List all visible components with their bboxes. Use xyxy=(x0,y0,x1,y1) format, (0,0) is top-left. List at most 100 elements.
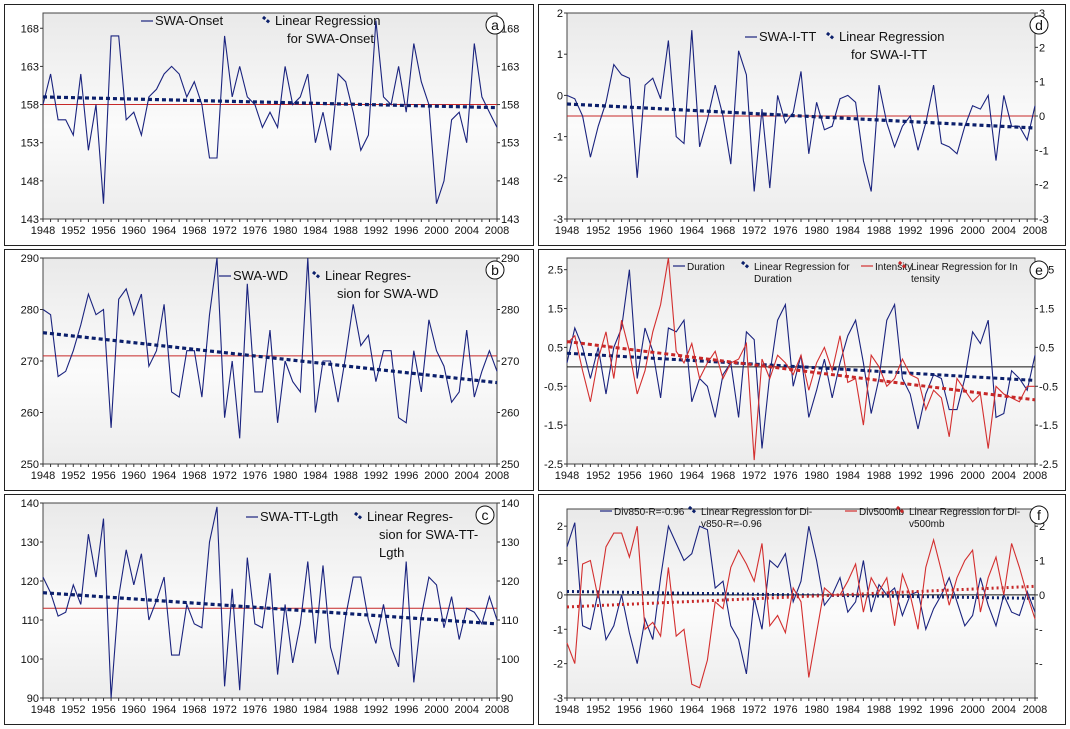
right-y-tick-label: -1.5 xyxy=(1039,420,1058,432)
x-tick-label: 1960 xyxy=(648,704,672,716)
x-tick-label: 1960 xyxy=(122,470,146,482)
x-tick-label: 1976 xyxy=(243,470,267,482)
panel-badge-label: f xyxy=(1037,507,1041,523)
x-tick-label: 2000 xyxy=(960,225,984,237)
legend-swatch xyxy=(354,511,363,521)
x-tick-label: 1964 xyxy=(680,704,704,716)
chart-panel-e: -2.5 -1.5 -0.5 0.5 1.5 2.5 -2.5 -1.5 -0.5 0.5 1.5 2… xyxy=(538,249,1066,491)
legend-swatch xyxy=(741,260,750,270)
legend-label: sion for SWA-WD xyxy=(337,286,438,301)
y-tick-label: 2.5 xyxy=(548,265,563,277)
legend-item-1: Linear Regres-sion for SWA-WD xyxy=(312,268,438,301)
legend-swatch xyxy=(896,505,905,515)
x-tick-label: 1984 xyxy=(303,704,327,716)
legend-item-3: Linear Regression for Di-v500mb xyxy=(896,505,1020,530)
x-tick-label: 1952 xyxy=(586,225,610,237)
legend-label: Intensity xyxy=(875,262,912,273)
plot-area xyxy=(42,257,498,465)
legend-item-2: Div500mb xyxy=(845,507,904,518)
x-tick-label: 1992 xyxy=(364,470,388,482)
x-tick-label: 1956 xyxy=(617,225,641,237)
chart-svg-d: -3 -2 -1 0 1 2 -3 -2 -1 0 1 2 3 1948 1952 1956 1960 1964 1… xyxy=(553,8,1049,237)
x-tick-label: 2008 xyxy=(485,225,509,237)
right-y-tick-label: 0 xyxy=(1039,590,1045,602)
y-tick-label: 250 xyxy=(21,459,39,471)
x-tick-label: 1968 xyxy=(711,225,735,237)
x-tick-label: 2000 xyxy=(424,225,448,237)
x-tick-label: 1980 xyxy=(273,225,297,237)
y-tick-label: 1.5 xyxy=(548,304,563,316)
trend-line-1 xyxy=(42,331,498,385)
x-tick-label: 1968 xyxy=(182,225,206,237)
panel-badge: c xyxy=(475,505,495,525)
chart-panel-b: 250 260 270 280 290 250 260 270 280 290 1948 1952 19… xyxy=(4,249,534,491)
y-tick-label: -3 xyxy=(553,214,563,226)
x-tick-label: 1976 xyxy=(243,704,267,716)
right-y-tick-label: 120 xyxy=(501,576,519,588)
legend-item-1: Linear Regression for SWA-Onset xyxy=(262,13,381,46)
x-tick-label: 1964 xyxy=(680,470,704,482)
y-tick-label: 148 xyxy=(21,176,39,188)
x-tick-label: 1952 xyxy=(61,704,85,716)
x-tick-label: 1988 xyxy=(333,225,357,237)
right-y-tick-label: 1.5 xyxy=(1039,304,1054,316)
right-y-tick-label: 2 xyxy=(1039,42,1045,54)
x-tick-label: 1988 xyxy=(867,225,891,237)
legend-label: Duration xyxy=(687,262,725,273)
x-tick-label: 1960 xyxy=(122,225,146,237)
x-tick-label: 2004 xyxy=(992,470,1016,482)
trend-line-1 xyxy=(566,589,1036,600)
y-tick-label: 153 xyxy=(21,138,39,150)
x-tick-label: 1968 xyxy=(182,704,206,716)
y-tick-label: -0.5 xyxy=(544,381,563,393)
x-tick-label: 1972 xyxy=(212,704,236,716)
x-tick-label: 1956 xyxy=(91,704,115,716)
right-y-tick-label: -3 xyxy=(1039,214,1049,226)
series-line-0 xyxy=(42,506,498,699)
y-tick-label: 280 xyxy=(21,305,39,317)
x-tick-label: 1964 xyxy=(152,470,176,482)
right-y-tick-label: 153 xyxy=(501,138,519,150)
x-tick-label: 2008 xyxy=(485,470,509,482)
legend-item-0: SWA-Onset xyxy=(141,13,224,28)
y-tick-label: 0 xyxy=(557,590,563,602)
legend-item-0: SWA-I-TT xyxy=(745,29,816,44)
y-tick-label: 90 xyxy=(27,693,39,705)
chart-panel-a: 143 148 153 158 163 168 143 148 153 158 163 168 1948… xyxy=(4,4,534,246)
legend-label: Linear Regression for xyxy=(754,262,850,273)
x-tick-label: 1984 xyxy=(836,470,860,482)
right-y-tick-label: 270 xyxy=(501,356,519,368)
right-y-tick-label: 140 xyxy=(501,498,519,510)
right-y-tick-label: 2 xyxy=(1039,521,1045,533)
right-y-tick-label: 0 xyxy=(1039,111,1045,123)
legend-label: for SWA-Onset xyxy=(287,31,374,46)
x-tick-label: 1992 xyxy=(898,470,922,482)
x-tick-label: 1968 xyxy=(711,704,735,716)
panel-badge-label: b xyxy=(491,262,499,278)
legend-swatch xyxy=(898,260,907,270)
x-tick-label: 1948 xyxy=(555,225,579,237)
right-y-tick-label: -2.5 xyxy=(1039,459,1058,471)
y-tick-label: -1.5 xyxy=(544,420,563,432)
x-tick-label: 1968 xyxy=(182,470,206,482)
panel-badge-label: e xyxy=(1035,262,1043,278)
x-tick-label: 2008 xyxy=(485,704,509,716)
panel-badge-label: a xyxy=(491,17,499,33)
chart-svg-b: 250 260 270 280 290 250 260 270 280 290 1948 1952 19… xyxy=(21,253,520,482)
panel-badge: d xyxy=(1029,15,1049,35)
legend-label: sion for SWA-TT- xyxy=(379,527,478,542)
y-tick-label: -2 xyxy=(553,173,563,185)
legend-label: SWA-WD xyxy=(233,268,288,283)
x-tick-label: 1980 xyxy=(273,470,297,482)
x-tick-label: 2004 xyxy=(454,704,478,716)
legend-label: Div850-R=-0.96 xyxy=(614,507,685,518)
x-tick-label: 2000 xyxy=(960,470,984,482)
trend-line-3 xyxy=(566,584,1036,609)
x-tick-label: 2004 xyxy=(992,704,1016,716)
right-y-tick-label: 250 xyxy=(501,459,519,471)
chart-panel-c: 90 100 110 120 130 140 90 100 110 120 130 140 1948 19… xyxy=(4,494,534,725)
x-tick-label: 1996 xyxy=(929,704,953,716)
x-tick-label: 1984 xyxy=(836,225,860,237)
legend-item-0: Duration xyxy=(673,262,725,273)
legend-swatch xyxy=(312,270,321,280)
